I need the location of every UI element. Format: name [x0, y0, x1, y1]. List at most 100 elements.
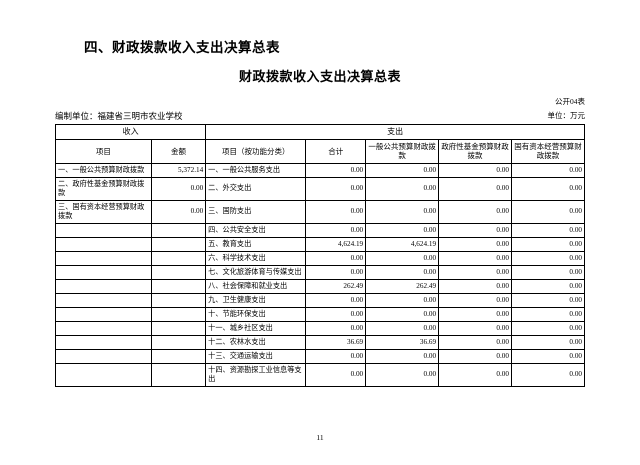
- income-item: [55, 334, 152, 350]
- table-row: 八、社会保障和就业支出 262.49 262.49 0.00 0.00: [55, 278, 586, 294]
- page-title: 财政拨款收入支出决算总表: [238, 69, 401, 84]
- expense-capital: 0.00: [510, 320, 586, 336]
- expense-item: 十三、交通运输支出: [205, 348, 307, 364]
- income-amount: [150, 292, 207, 308]
- expense-item: 二、外交支出: [205, 176, 307, 201]
- expense-capital: 0.00: [510, 250, 586, 266]
- expense-item: 八、社会保障和就业支出: [205, 278, 307, 294]
- expense-item: 九、卫生健康支出: [205, 292, 307, 308]
- expense-total: 0.00: [305, 292, 367, 308]
- income-item: 三、国有资本经营预算财政拨款: [55, 199, 152, 224]
- expense-general: 36.69: [365, 334, 440, 350]
- table-row: 十、节能环保支出 0.00 0.00 0.00 0.00: [55, 306, 586, 322]
- income-item: [55, 278, 152, 294]
- income-amount: [150, 222, 207, 238]
- table-group-header-row: 收入 支出: [54, 124, 585, 140]
- col-header-state-capital-budget: 国有资本经营预算财政拨款: [510, 139, 586, 164]
- expense-total: 0.00: [305, 306, 367, 322]
- income-item: [55, 306, 152, 322]
- currency-unit-label: 单位：万元: [547, 111, 586, 120]
- expense-capital: 0.00: [510, 176, 586, 201]
- income-item: [55, 320, 152, 336]
- col-header-expense-item: 项目（按功能分类）: [205, 139, 307, 164]
- expense-total: 36.69: [305, 334, 367, 350]
- table-row: 十一、城乡社区支出 0.00 0.00 0.00 0.00: [55, 320, 586, 336]
- table-row: 七、文化旅游体育与传媒支出 0.00 0.00 0.00 0.00: [55, 264, 586, 280]
- income-amount: 0.00: [150, 199, 207, 224]
- income-item: [55, 362, 152, 387]
- expense-total: 262.49: [305, 278, 367, 294]
- expense-capital: 0.00: [510, 264, 586, 280]
- table-row: 九、卫生健康支出 0.00 0.00 0.00 0.00: [55, 292, 586, 308]
- expense-capital: 0.00: [510, 236, 586, 252]
- expense-total: 0.00: [305, 162, 367, 178]
- table-row: 十三、交通运输支出 0.00 0.00 0.00 0.00: [55, 348, 586, 364]
- compiler-unit-label: 编制单位：福建省三明市农业学校: [55, 111, 183, 121]
- expense-capital: 0.00: [510, 348, 586, 364]
- income-amount: [150, 264, 207, 280]
- expense-general: 0.00: [365, 264, 440, 280]
- income-amount: [150, 348, 207, 364]
- income-amount: [150, 236, 207, 252]
- public-code-label: 公开04表: [555, 97, 585, 106]
- expense-item: 十一、城乡社区支出: [205, 320, 307, 336]
- expense-item: 十四、资源勘探工业信息等支出: [205, 362, 307, 387]
- expense-general: 0.00: [365, 348, 440, 364]
- income-item: [55, 264, 152, 280]
- expense-general: 0.00: [365, 306, 440, 322]
- expense-general: 0.00: [365, 362, 440, 387]
- income-item: [55, 236, 152, 252]
- expense-item: 十二、农林水支出: [205, 334, 307, 350]
- expense-fund: 0.00: [438, 264, 512, 280]
- income-amount: [150, 334, 207, 350]
- expense-capital: 0.00: [510, 222, 586, 238]
- expense-item: 五、教育支出: [205, 236, 307, 252]
- table-row: 四、公共安全支出 0.00 0.00 0.00 0.00: [55, 222, 586, 238]
- table-column-header-row: 项目 金额 项目（按功能分类） 合计 一般公共预算财政拨款 政府性基金预算财政拨…: [55, 139, 586, 164]
- expense-general: 0.00: [365, 162, 440, 178]
- table-row: 三、国有资本经营预算财政拨款 0.00 三、国防支出 0.00 0.00 0.0…: [55, 199, 586, 224]
- expense-item: 一、一般公共服务支出: [205, 162, 307, 178]
- expense-capital: 0.00: [510, 199, 586, 224]
- income-amount: 5,372.14: [150, 162, 207, 178]
- expense-total: 0.00: [305, 222, 367, 238]
- table-row: 一、一般公共预算财政拨款 5,372.14 一、一般公共服务支出 0.00 0.…: [55, 162, 586, 178]
- expense-capital: 0.00: [510, 278, 586, 294]
- expense-fund: 0.00: [438, 306, 512, 322]
- col-header-general-public-budget: 一般公共预算财政拨款: [365, 139, 440, 164]
- section-title: 四、财政拨款收入支出决算总表: [84, 40, 280, 55]
- table-row: 六、科学技术支出 0.00 0.00 0.00 0.00: [55, 250, 586, 266]
- expense-total: 0.00: [305, 176, 367, 201]
- col-header-total: 合计: [305, 139, 367, 164]
- expense-total: 0.00: [305, 199, 367, 224]
- expense-fund: 0.00: [438, 292, 512, 308]
- expense-fund: 0.00: [438, 222, 512, 238]
- expense-fund: 0.00: [438, 250, 512, 266]
- expense-fund: 0.00: [438, 199, 512, 224]
- expense-general: 0.00: [365, 292, 440, 308]
- expense-total: 4,624.19: [305, 236, 367, 252]
- expense-total: 0.00: [305, 320, 367, 336]
- expense-fund: 0.00: [438, 162, 512, 178]
- expense-total: 0.00: [305, 362, 367, 387]
- income-item: [55, 222, 152, 238]
- expense-capital: 0.00: [510, 306, 586, 322]
- income-item: [55, 348, 152, 364]
- table-row: 二、政府性基金预算财政拨款 0.00 二、外交支出 0.00 0.00 0.00…: [55, 176, 586, 201]
- income-amount: [150, 250, 207, 266]
- expense-capital: 0.00: [510, 334, 586, 350]
- income-amount: [150, 362, 207, 387]
- expense-item: 六、科学技术支出: [205, 250, 307, 266]
- expense-general: 0.00: [365, 176, 440, 201]
- income-item: 二、政府性基金预算财政拨款: [55, 176, 152, 201]
- page-number: 11: [316, 433, 324, 442]
- expense-item: 七、文化旅游体育与传媒支出: [205, 264, 307, 280]
- expense-capital: 0.00: [510, 162, 586, 178]
- table-body: 一、一般公共预算财政拨款 5,372.14 一、一般公共服务支出 0.00 0.…: [55, 162, 586, 387]
- expense-total: 0.00: [305, 348, 367, 364]
- income-item: [55, 250, 152, 266]
- income-amount: 0.00: [150, 176, 207, 201]
- income-amount: [150, 320, 207, 336]
- expense-general: 0.00: [365, 250, 440, 266]
